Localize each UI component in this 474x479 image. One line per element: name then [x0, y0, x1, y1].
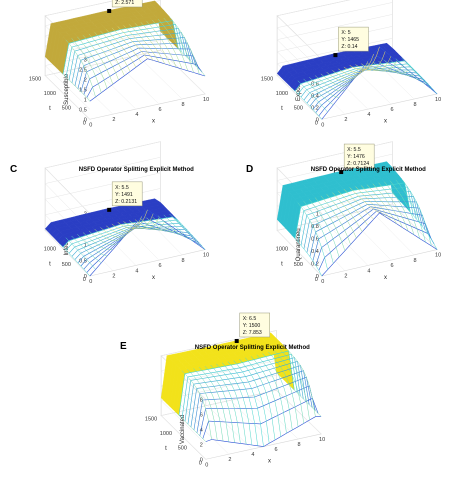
z-tick-label: 1 — [84, 97, 87, 103]
y-tick-label: 0 — [315, 277, 318, 283]
panel-letter: C — [10, 164, 17, 175]
x-tick-label: 4 — [367, 112, 370, 118]
datatip-z: Z: 0.14 — [341, 44, 357, 50]
y-axis-label: t — [49, 106, 51, 112]
datatip-y: Y: 1500 — [243, 323, 261, 329]
datatip-y: Y: 1465 — [341, 37, 359, 43]
x-tick-label: 0 — [89, 279, 92, 285]
y-tick-label: 1500 — [261, 77, 273, 83]
x-axis-label: x — [152, 275, 155, 281]
x-tick-label: 10 — [435, 97, 441, 103]
datatip-z: Z: 0.2131 — [115, 199, 137, 205]
y-tick-label: 1000 — [44, 91, 56, 97]
surface-panel-1: 00.511.522.530246810050010001500xtSuscep… — [29, 0, 209, 128]
x-axis-label: x — [152, 119, 155, 125]
panel-title: NSFD Operator Splitting Explicit Method — [79, 167, 194, 173]
x-tick-label: 6 — [274, 447, 277, 453]
datatip-marker — [107, 208, 111, 212]
x-tick-label: 2 — [228, 457, 231, 463]
datatip-marker — [235, 339, 239, 343]
panel-title: NSFD Operator Splitting Explicit Method — [311, 167, 426, 173]
panel-title: NSFD Operator Splitting Explicit Method — [195, 345, 310, 351]
x-tick-label: 10 — [435, 253, 441, 259]
x-axis-label: x — [384, 275, 387, 281]
y-tick-label: 500 — [294, 106, 303, 112]
y-tick-label: 500 — [294, 262, 303, 268]
panel-letter: E — [120, 341, 127, 352]
x-tick-label: 6 — [158, 107, 161, 113]
x-tick-label: 2 — [112, 274, 115, 280]
y-axis-label: t — [281, 106, 283, 112]
x-tick-label: 0 — [321, 122, 324, 128]
y-tick-label: 1500 — [145, 417, 157, 423]
x-tick-label: 2 — [112, 117, 115, 123]
y-tick-label: 0 — [83, 277, 86, 283]
x-tick-label: 10 — [203, 253, 209, 259]
datatip-z: Z: 7.853 — [243, 330, 262, 336]
x-tick-label: 10 — [203, 97, 209, 103]
y-tick-label: 500 — [62, 262, 71, 268]
x-tick-label: 8 — [414, 102, 417, 108]
datatip-marker — [107, 9, 111, 13]
x-tick-label: 8 — [182, 258, 185, 264]
x-tick-label: 8 — [298, 442, 301, 448]
y-tick-label: 0 — [199, 460, 202, 466]
y-axis-label: t — [49, 262, 51, 268]
y-tick-label: 1500 — [29, 77, 41, 83]
y-tick-label: 500 — [62, 106, 71, 112]
surface-panel-3: 00.511.52024681005001000xtInfectedX: 5.5… — [10, 142, 209, 285]
x-tick-label: 8 — [182, 102, 185, 108]
datatip-x: X: 5.5 — [115, 185, 129, 191]
x-tick-label: 8 — [414, 258, 417, 264]
datatip-y: Y: 1491 — [115, 192, 133, 198]
x-tick-label: 10 — [319, 437, 325, 443]
datatip-x: X: 6.5 — [243, 316, 257, 322]
y-tick-label: 1000 — [160, 431, 172, 437]
x-tick-label: 4 — [135, 112, 138, 118]
x-tick-label: 6 — [158, 263, 161, 269]
surface-panel-4: 00.20.40.60.81024681005001000xtQuarantin… — [246, 142, 441, 285]
y-axis-label: t — [281, 262, 283, 268]
x-tick-label: 4 — [135, 268, 138, 274]
datatip-x: X: 5 — [341, 30, 350, 36]
datatip-x: X: 5.5 — [347, 147, 361, 153]
x-tick-label: 4 — [367, 268, 370, 274]
datatip-z: Z: 2.571 — [115, 0, 134, 6]
y-axis-label: t — [165, 446, 167, 452]
x-tick-label: 0 — [89, 122, 92, 128]
x-axis-label: x — [384, 119, 387, 125]
y-tick-label: 0 — [83, 120, 86, 126]
x-tick-label: 2 — [344, 117, 347, 123]
datatip-y: Y: 1476 — [347, 154, 365, 160]
y-tick-label: 500 — [178, 446, 187, 452]
y-tick-label: 1000 — [44, 247, 56, 253]
x-tick-label: 0 — [321, 279, 324, 285]
x-axis-label: x — [268, 459, 271, 465]
datatip-marker — [333, 53, 337, 57]
x-tick-label: 0 — [205, 462, 208, 468]
y-tick-label: 1000 — [276, 247, 288, 253]
z-tick-label: 2 — [200, 442, 203, 448]
x-tick-label: 2 — [344, 274, 347, 280]
x-tick-label: 6 — [390, 263, 393, 269]
y-tick-label: 1000 — [276, 91, 288, 97]
y-tick-label: 0 — [315, 120, 318, 126]
x-tick-label: 6 — [390, 107, 393, 113]
panel-letter: D — [246, 164, 253, 175]
x-tick-label: 4 — [251, 452, 254, 458]
surface-panel-2: 00.20.40.60.810246810050010001500xtExpos… — [261, 0, 441, 128]
